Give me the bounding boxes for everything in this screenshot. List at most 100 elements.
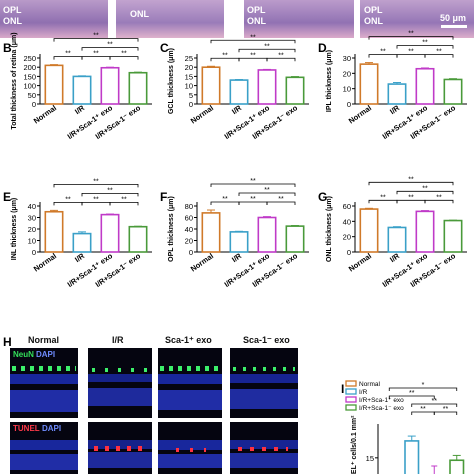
- dapi-layer: [88, 374, 152, 382]
- y-tick-label: 100: [23, 82, 36, 91]
- significance-bracket: [411, 411, 435, 415]
- legend-swatch: [345, 388, 357, 395]
- legend-swatch: [345, 380, 357, 387]
- significance-label: **: [65, 51, 71, 58]
- bar: [44, 210, 64, 253]
- column-header-ir: I/R: [112, 335, 124, 345]
- layer-label-onl: ONL: [364, 16, 383, 26]
- bar: [128, 225, 148, 253]
- dapi-layer: [88, 440, 152, 449]
- significance-bracket: [109, 201, 139, 206]
- category-label: I/R: [230, 103, 243, 116]
- stain-label-dapi: DAPI: [42, 424, 62, 433]
- significance-label: **: [222, 52, 228, 59]
- dapi-layer: [88, 388, 152, 406]
- legend-swatch: [345, 396, 357, 403]
- y-tick-label: 0: [189, 100, 193, 109]
- dapi-layer: [158, 374, 222, 384]
- micro-neun-sca1-neg: [230, 348, 298, 418]
- neun-cell-layer: [160, 366, 220, 371]
- dapi-layer: [230, 440, 298, 449]
- dapi-layer: [10, 440, 78, 450]
- bar: [128, 71, 148, 105]
- bar: [229, 231, 249, 253]
- y-tick-label: 30: [28, 214, 36, 223]
- significance-bracket: [368, 36, 454, 40]
- bar: [359, 63, 379, 105]
- significance-label: **: [380, 194, 386, 201]
- y-tick-label: 0: [32, 100, 36, 109]
- category-label: I/R: [388, 251, 401, 264]
- dapi-layer: [158, 440, 222, 450]
- tunel-cell-layer: [238, 447, 288, 451]
- y-tick-label: 40: [343, 217, 351, 226]
- significance-label: **: [250, 34, 256, 41]
- significance-bracket: [396, 45, 454, 49]
- significance-label: **: [422, 185, 428, 192]
- significance-bracket: [424, 199, 454, 204]
- significance-label: **: [93, 33, 99, 40]
- significance-bracket: [424, 54, 454, 58]
- category-label: I/R: [388, 103, 401, 116]
- y-tick-label: 0: [32, 248, 36, 257]
- y-tick-label: 80: [185, 202, 193, 211]
- significance-label: **: [121, 51, 127, 58]
- bar: [72, 232, 92, 253]
- dapi-layer: [10, 454, 78, 470]
- significance-bracket: [388, 395, 435, 399]
- significance-label: **: [250, 178, 256, 185]
- significance-bracket: [81, 47, 139, 51]
- histology-panel-sca1-pos: OPL ONL: [244, 0, 354, 38]
- y-tick-label: 20: [343, 69, 351, 78]
- bar: [72, 75, 92, 105]
- y-tick-label: 60: [185, 214, 193, 223]
- panel-label-b: B: [3, 41, 12, 55]
- panel-label-g: G: [318, 190, 328, 204]
- bar: [257, 216, 277, 253]
- significance-label: **: [250, 52, 256, 59]
- layer-label-onl: ONL: [247, 16, 266, 26]
- significance-label: **: [436, 49, 442, 56]
- significance-bracket: [53, 38, 139, 42]
- panel-label-i: I: [341, 382, 345, 396]
- y-tick-label: 250: [23, 54, 36, 63]
- layer-label-onl: ONL: [3, 16, 22, 26]
- significance-label: **: [432, 398, 438, 405]
- column-header-sca1-neg: Sca-1⁻ exo: [243, 335, 290, 345]
- dapi-layer: [10, 374, 78, 384]
- bar: [100, 213, 120, 253]
- y-tick-label: 40: [185, 225, 193, 234]
- y-tick-label: 5: [189, 91, 193, 100]
- y-axis-label: Total thickness of retina (μm): [11, 32, 18, 129]
- category-label: I/R: [73, 251, 86, 264]
- significance-label: **: [408, 194, 414, 201]
- micro-neun-ir: [88, 348, 152, 418]
- legend-swatch: [345, 404, 357, 411]
- panel-label-e: E: [3, 190, 12, 204]
- column-header-normal: Normal: [28, 335, 60, 345]
- significance-label: **: [65, 196, 71, 203]
- dapi-layer: [88, 452, 152, 468]
- significance-bracket: [238, 192, 296, 197]
- significance-label: **: [264, 187, 270, 194]
- significance-bracket: [53, 183, 139, 188]
- significance-label: **: [93, 196, 99, 203]
- significance-label: **: [408, 31, 414, 38]
- panel-label-h: H: [3, 335, 12, 349]
- significance-label: **: [408, 176, 414, 183]
- y-tick-label: 20: [185, 63, 193, 72]
- bar: [44, 64, 64, 105]
- histology-panel-sca1-neg: OPL ONL: [360, 0, 474, 38]
- stain-label-tunel: TUNEL: [13, 424, 40, 433]
- micro-tunel-sca1-pos: [158, 422, 222, 474]
- micro-tunel-ir: [88, 422, 152, 474]
- y-axis-label: OPL thickness (μm): [168, 196, 175, 262]
- bar: [449, 459, 465, 474]
- dapi-layer: [230, 374, 298, 383]
- y-axis-label: IPL thickness (μm): [326, 50, 333, 112]
- stain-label-dapi: DAPI: [36, 350, 56, 359]
- micro-neun-normal: NeuN DAPI: [10, 348, 78, 418]
- y-axis-label: TUNEL⁺ cells/0.1 mm²: [351, 415, 358, 474]
